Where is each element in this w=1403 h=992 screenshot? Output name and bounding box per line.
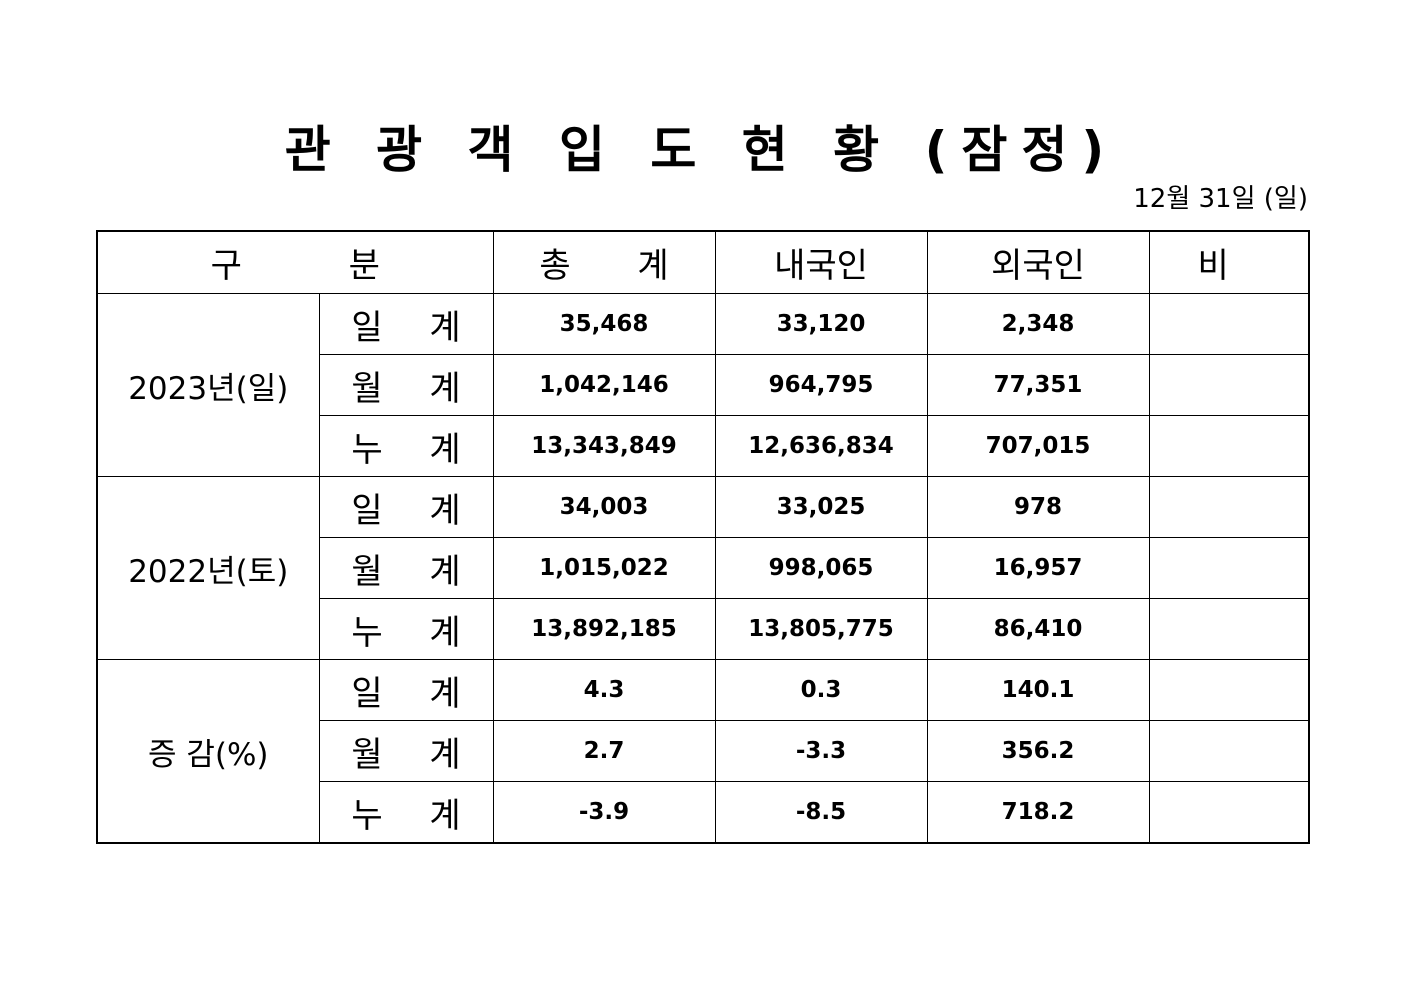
- group-label-2023: 2023년(일): [96, 293, 320, 477]
- domestic-value: -3.3: [714, 720, 928, 782]
- domestic-value: 964,795: [714, 354, 928, 416]
- header-domestic: 내국인: [714, 230, 928, 294]
- metric-label: 일 계: [318, 293, 494, 355]
- header-row: 구 분 총 계 내국인 외국인 비 고: [96, 230, 1310, 294]
- table-row: 누 계 -3.9 -8.5 718.2: [97, 781, 1310, 844]
- foreign-value: 718.2: [926, 781, 1150, 844]
- metric-label: 월 계: [318, 537, 494, 599]
- remarks-value: [1148, 598, 1310, 660]
- remarks-value: [1148, 415, 1310, 477]
- report-date: 12월 31일 (일): [1133, 184, 1308, 214]
- header-foreign: 외국인: [926, 230, 1150, 294]
- domestic-value: -8.5: [714, 781, 928, 844]
- foreign-value: 707,015: [926, 415, 1150, 477]
- remarks-value: [1148, 781, 1310, 844]
- table-row: 2023년(일) 일 계 35,468 33,120 2,348: [96, 293, 1310, 477]
- group-label-2022: 2022년(토): [96, 476, 320, 660]
- header-category: 구 분: [96, 230, 494, 294]
- remarks-value: [1148, 476, 1310, 538]
- metric-label: 누 계: [318, 598, 494, 660]
- metric-label: 일 계: [318, 659, 494, 721]
- domestic-value: 33,025: [714, 476, 928, 538]
- domestic-value: 0.3: [714, 659, 928, 721]
- foreign-value: 140.1: [926, 659, 1150, 721]
- metric-label: 일 계: [318, 476, 494, 538]
- total-value: 35,468: [492, 293, 716, 355]
- metric-label: 누 계: [318, 415, 494, 477]
- header-remarks: 비 고: [1148, 230, 1310, 294]
- metric-label: 누 계: [318, 781, 494, 844]
- remarks-value: [1148, 720, 1310, 782]
- total-value: 13,892,185: [492, 598, 716, 660]
- table-row: 2022년(토) 일 계 34,003 33,025 978: [96, 476, 1310, 660]
- domestic-value: 12,636,834: [714, 415, 928, 477]
- total-value: 1,042,146: [492, 354, 716, 416]
- total-value: 34,003: [492, 476, 716, 538]
- foreign-value: 978: [926, 476, 1150, 538]
- total-value: -3.9: [492, 781, 716, 844]
- remarks-value: [1148, 354, 1310, 416]
- total-value: 1,015,022: [492, 537, 716, 599]
- table-row: 누 계 13,343,849 12,636,834 707,015: [97, 415, 1310, 477]
- remarks-value: [1148, 537, 1310, 599]
- domestic-value: 998,065: [714, 537, 928, 599]
- total-value: 4.3: [492, 659, 716, 721]
- tourist-arrivals-table: 구 분 총 계 내국인 외국인 비 고 2023년(일) 일 계 35,468 …: [96, 230, 1310, 844]
- metric-label: 월 계: [318, 354, 494, 416]
- table-row: 누 계 13,892,185 13,805,775 86,410: [97, 598, 1310, 660]
- table-row: 증 감(%) 일 계 4.3 0.3 140.1: [96, 659, 1310, 844]
- domestic-value: 13,805,775: [714, 598, 928, 660]
- metric-label: 월 계: [318, 720, 494, 782]
- foreign-value: 86,410: [926, 598, 1150, 660]
- foreign-value: 2,348: [926, 293, 1150, 355]
- foreign-value: 16,957: [926, 537, 1150, 599]
- total-value: 2.7: [492, 720, 716, 782]
- remarks-value: [1148, 659, 1310, 721]
- remarks-value: [1148, 293, 1310, 355]
- group-label-change: 증 감(%): [96, 659, 320, 844]
- total-value: 13,343,849: [492, 415, 716, 477]
- foreign-value: 356.2: [926, 720, 1150, 782]
- page-title: 관 광 객 입 도 현 황 (잠정): [284, 121, 1119, 179]
- header-total: 총 계: [492, 230, 716, 294]
- table-row: 월 계 1,015,022 998,065 16,957: [97, 537, 1310, 599]
- domestic-value: 33,120: [714, 293, 928, 355]
- foreign-value: 77,351: [926, 354, 1150, 416]
- table-row: 월 계 2.7 -3.3 356.2: [97, 720, 1310, 782]
